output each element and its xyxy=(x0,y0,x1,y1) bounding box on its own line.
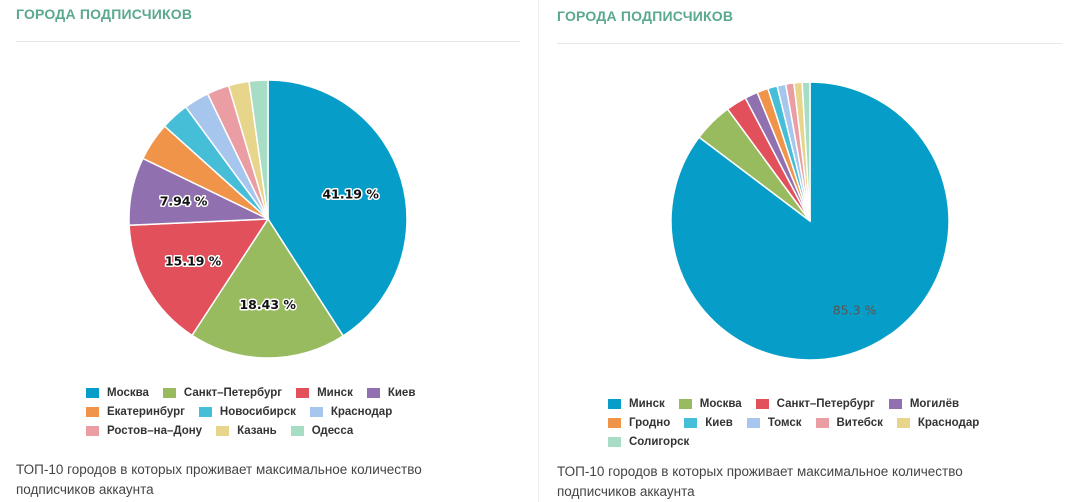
legend-item-новосибирск[interactable]: Новосибирск xyxy=(198,405,296,418)
legend-label: Киев xyxy=(705,416,733,429)
legend-row: Минск Москва Санкт–Петербург Могилёв xyxy=(608,394,993,413)
legend-label: Гродно xyxy=(629,416,671,429)
legend-swatch xyxy=(86,425,99,436)
legend-swatch xyxy=(309,406,323,417)
pie-slice-минск[interactable] xyxy=(670,81,950,361)
legend-swatch xyxy=(86,387,99,398)
legend-swatch xyxy=(888,398,902,409)
legend-label: Минск xyxy=(317,386,353,399)
chart-legend: Минск Москва Санкт–Петербург Могилёв Гродно К… xyxy=(608,394,993,451)
legend-label: Санкт–Петербург xyxy=(776,397,875,410)
legend-label: Ростов–на–Дону xyxy=(107,424,203,437)
legend-swatch xyxy=(198,406,212,417)
legend-swatch xyxy=(896,417,910,428)
chart-description: ТОП-10 городов в которых проживает макси… xyxy=(16,462,422,497)
legend-label: Могилёв xyxy=(909,397,960,410)
slice-label-киев: 7.94 % xyxy=(160,194,208,209)
panel-divider xyxy=(538,0,539,502)
legend-label: Екатеринбург xyxy=(107,405,185,418)
legend-swatch xyxy=(162,387,176,398)
legend-item-санкт-петербург[interactable]: Санкт–Петербург xyxy=(755,397,875,410)
pie-chart: 85.3 % xyxy=(670,81,950,361)
slice-label-минск: 85.3 % xyxy=(833,303,877,318)
legend-label: Минск xyxy=(629,397,665,410)
legend-label: Витебск xyxy=(836,416,883,429)
legend-item-краснодар[interactable]: Краснодар xyxy=(896,416,980,429)
legend-swatch xyxy=(608,436,621,447)
legend-swatch xyxy=(684,417,698,428)
chart-title: ГОРОДА ПОДПИСЧИКОВ xyxy=(557,8,734,24)
chart-panel-left: ГОРОДА ПОДПИСЧИКОВ 41.19 % 18.43 % 15.19 %… xyxy=(0,0,530,502)
legend-swatch xyxy=(366,387,380,398)
legend-label: Новосибирск xyxy=(219,405,296,418)
legend-row: Ростов–на–Дону Казань Одесса xyxy=(86,421,429,440)
legend-label: Киев xyxy=(387,386,416,399)
legend-row: Солигорск xyxy=(608,432,993,451)
legend-item-минск[interactable]: Минск xyxy=(296,387,353,399)
legend-item-минск[interactable]: Минск xyxy=(608,398,665,410)
legend-label: Санкт–Петербург xyxy=(183,386,283,399)
legend-item-солигорск[interactable]: Солигорск xyxy=(608,436,689,448)
legend-item-томск[interactable]: Томск xyxy=(746,416,802,429)
legend-swatch xyxy=(755,398,769,409)
legend-item-могилёв[interactable]: Могилёв xyxy=(888,397,960,410)
slice-label-москва: 41.19 % xyxy=(322,187,379,202)
legend-item-москва[interactable]: Москва xyxy=(86,387,149,399)
legend-label: Томск xyxy=(767,416,802,429)
pie-slice-минск[interactable] xyxy=(128,218,270,337)
legend-item-киев[interactable]: Киев xyxy=(366,386,416,399)
chart-panel-right: ГОРОДА ПОДПИСЧИКОВ 85.3 % Минск Москва Сан… xyxy=(541,0,1081,502)
legend-swatch xyxy=(608,417,621,428)
legend-swatch xyxy=(216,425,230,436)
legend-row: Гродно Киев Томск Витебск Краснодар xyxy=(608,413,993,432)
pie-slice-санкт-петербург[interactable] xyxy=(190,217,345,359)
legend-label: Краснодар xyxy=(917,416,980,429)
legend-swatch xyxy=(608,398,621,409)
pie-slice-солигорск[interactable] xyxy=(801,81,811,222)
chart-legend: Москва Санкт–Петербург Минск Киев Екатеринбу… xyxy=(86,383,429,440)
legend-row: Москва Санкт–Петербург Минск Киев xyxy=(86,383,429,402)
legend-label: Москва xyxy=(699,397,742,410)
legend-label: Солигорск xyxy=(629,435,690,448)
legend-item-санкт-петербург[interactable]: Санкт–Петербург xyxy=(162,386,283,399)
legend-item-ростов-на-дону[interactable]: Ростов–на–Дону xyxy=(86,425,202,437)
legend-item-гродно[interactable]: Гродно xyxy=(608,417,670,429)
legend-item-одесса[interactable]: Одесса xyxy=(290,424,354,437)
slice-label-минск: 15.19 % xyxy=(165,254,222,269)
legend-label: Одесса xyxy=(311,424,354,437)
legend-item-екатеринбург[interactable]: Екатеринбург xyxy=(86,406,185,418)
legend-label: Казань xyxy=(237,424,277,437)
legend-row: Екатеринбург Новосибирск Краснодар xyxy=(86,402,429,421)
slice-label-санкт-петербург: 18.43 % xyxy=(239,297,296,312)
legend-swatch xyxy=(86,406,99,417)
chart-description: ТОП-10 городов в которых проживает макси… xyxy=(557,464,963,499)
legend-swatch xyxy=(296,387,310,398)
title-divider xyxy=(16,41,520,42)
legend-item-киев[interactable]: Киев xyxy=(684,417,733,429)
chart-title: ГОРОДА ПОДПИСЧИКОВ xyxy=(16,6,193,22)
legend-item-витебск[interactable]: Витебск xyxy=(815,416,883,429)
legend-swatch xyxy=(678,398,692,409)
legend-swatch xyxy=(746,417,760,428)
legend-swatch xyxy=(815,417,829,428)
pie-slice-одесса[interactable] xyxy=(248,79,269,220)
legend-item-москва[interactable]: Москва xyxy=(678,397,742,410)
legend-label: Москва xyxy=(107,386,149,399)
legend-swatch xyxy=(290,425,304,436)
legend-item-казань[interactable]: Казань xyxy=(216,425,277,437)
title-divider xyxy=(557,43,1062,44)
pie-chart: 41.19 % 18.43 % 15.19 % 7.94 % xyxy=(128,79,408,359)
legend-item-краснодар[interactable]: Краснодар xyxy=(309,405,393,418)
legend-label: Краснодар xyxy=(330,405,393,418)
